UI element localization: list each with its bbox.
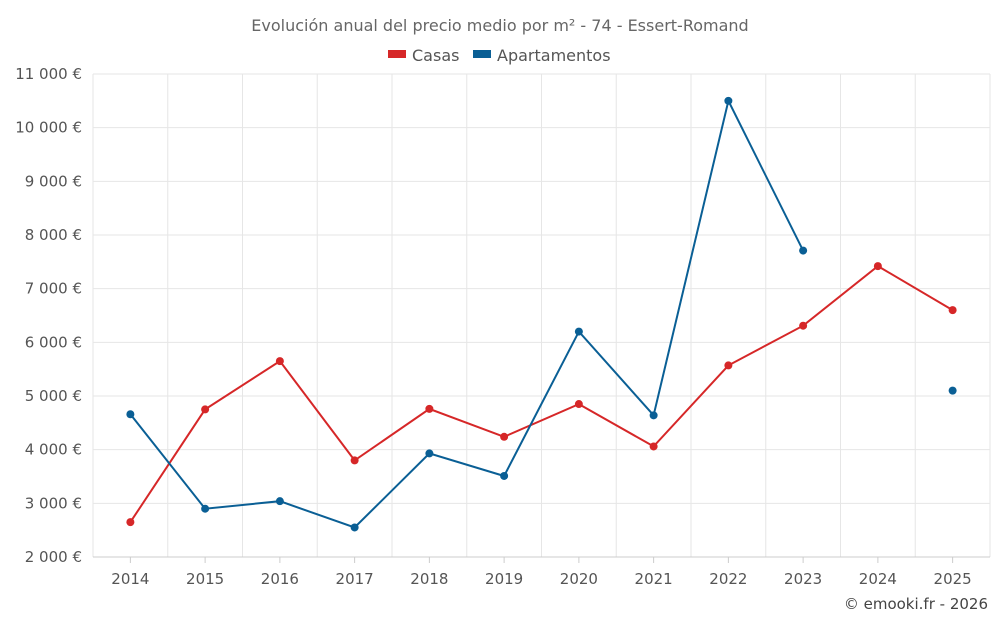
data-point-apartamentos-2016[interactable]: [275, 497, 284, 506]
x-axis: 2014 2015 2016 2017 2018 2019 2020 2021 2022 2023…: [93, 556, 990, 588]
data-point-casas-2015[interactable]: [201, 405, 210, 414]
x-tick-label: 2023: [784, 570, 822, 588]
data-point-casas-2023[interactable]: [799, 321, 808, 330]
data-point-casas-2018[interactable]: [425, 404, 434, 413]
y-tick-label: 11 000 €: [15, 65, 82, 83]
data-point-apartamentos-2014[interactable]: [126, 410, 135, 419]
x-tick-label: 2025: [934, 570, 972, 588]
data-point-apartamentos-2018[interactable]: [425, 449, 434, 458]
series-line-apartamentos: [129, 97, 804, 529]
x-tick-label: 2020: [560, 570, 598, 588]
y-tick-label: 10 000 €: [15, 119, 82, 137]
data-point-apartamentos-2020[interactable]: [574, 327, 583, 336]
x-tick-label: 2022: [709, 570, 747, 588]
gridlines: [92, 73, 991, 558]
x-tick-label: 2014: [111, 570, 149, 588]
data-point-casas-2022[interactable]: [724, 361, 733, 370]
y-tick-label: 8 000 €: [25, 226, 82, 244]
legend-item-apartamentos[interactable]: Apartamentos: [473, 46, 611, 65]
x-tick-label: 2017: [336, 570, 374, 588]
data-point-apartamentos-2017[interactable]: [350, 523, 359, 532]
series-line-casas: [129, 264, 954, 523]
y-tick-label: 7 000 €: [25, 280, 82, 298]
y-tick-label: 6 000 €: [25, 333, 82, 351]
x-tick-label: 2021: [635, 570, 673, 588]
y-tick-label: 9 000 €: [25, 172, 82, 190]
data-point-apartamentos-2025[interactable]: [948, 386, 957, 395]
data-point-casas-2025[interactable]: [948, 306, 957, 315]
data-point-apartamentos-2022[interactable]: [724, 96, 733, 105]
series: [126, 96, 957, 532]
data-point-casas-2021[interactable]: [649, 442, 658, 451]
credit-text: © emooki.fr - 2026: [844, 595, 988, 613]
data-point-casas-2024[interactable]: [873, 262, 882, 271]
data-point-casas-2016[interactable]: [275, 357, 284, 366]
series-casas: [126, 262, 957, 527]
legend-swatch-apartamentos: [473, 50, 491, 58]
data-point-apartamentos-2021[interactable]: [649, 411, 658, 420]
data-point-apartamentos-2015[interactable]: [201, 504, 210, 513]
legend-label-casas: Casas: [412, 46, 459, 65]
x-tick-label: 2024: [859, 570, 897, 588]
data-point-casas-2020[interactable]: [574, 400, 583, 409]
data-point-apartamentos-2023[interactable]: [799, 246, 808, 255]
x-tick-label: 2015: [186, 570, 224, 588]
legend-label-apartamentos: Apartamentos: [497, 46, 611, 65]
data-point-casas-2019[interactable]: [500, 432, 509, 441]
y-tick-label: 4 000 €: [25, 441, 82, 459]
legend-item-casas[interactable]: Casas: [388, 46, 459, 65]
series-apartamentos: [126, 96, 957, 532]
legend-swatch-casas: [388, 50, 406, 58]
chart-title: Evolución anual del precio medio por m² …: [251, 16, 748, 35]
y-tick-label: 5 000 €: [25, 387, 82, 405]
data-point-casas-2017[interactable]: [350, 456, 359, 465]
x-tick-label: 2018: [410, 570, 448, 588]
y-axis: 2 000 € 3 000 € 4 000 € 5 000 € 6 000 € 7 000…: [15, 65, 82, 566]
legend: Casas Apartamentos: [388, 46, 611, 65]
data-point-apartamentos-2019[interactable]: [500, 471, 509, 480]
x-tick-label: 2019: [485, 570, 523, 588]
x-tick-label: 2016: [261, 570, 299, 588]
y-tick-label: 3 000 €: [25, 494, 82, 512]
data-point-casas-2014[interactable]: [126, 518, 135, 527]
y-tick-label: 2 000 €: [25, 548, 82, 566]
